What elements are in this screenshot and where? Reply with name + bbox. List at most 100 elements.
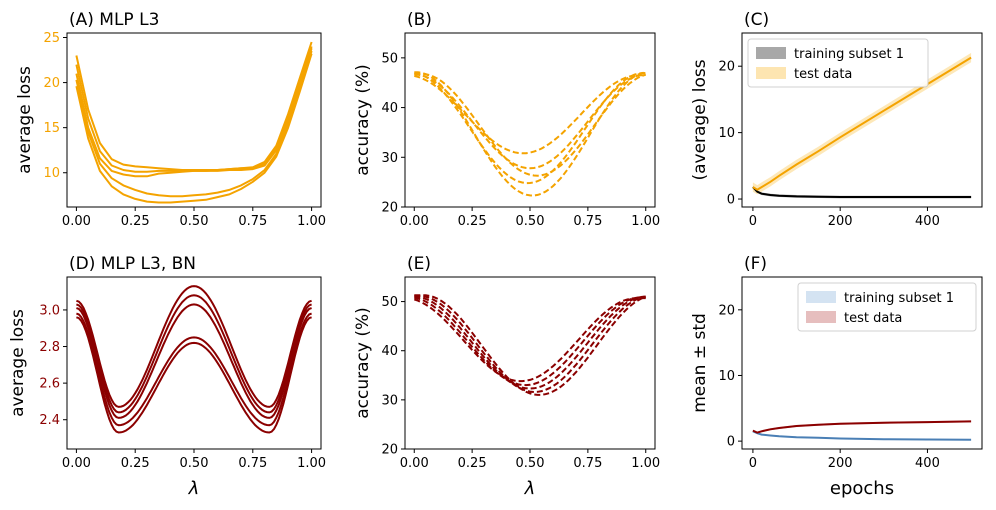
y-tick-label: 40	[381, 101, 398, 116]
x-tick-label: 0.75	[238, 456, 267, 471]
x-tick-label: 1.00	[297, 214, 326, 229]
x-tick-label: 0	[749, 214, 757, 229]
panel-title: (C)	[744, 10, 769, 30]
x-tick-label: 0.75	[573, 214, 602, 229]
y-tick-label: 0	[727, 193, 735, 208]
y-tick-label: 10	[43, 166, 60, 181]
legend-swatch	[806, 291, 836, 303]
y-tick-label: 15	[43, 121, 60, 136]
y-tick-label: 40	[381, 344, 398, 359]
axes-frame	[741, 276, 983, 450]
y-axis-label: accuracy (%)	[353, 64, 373, 176]
y-tick-label: 30	[381, 393, 398, 408]
series-line-4	[414, 72, 646, 185]
x-tick-label: 200	[828, 456, 853, 471]
y-tick-label: 20	[381, 201, 398, 216]
series-line-5	[75, 53, 313, 204]
series-line-1	[752, 430, 972, 441]
axes-frame	[66, 32, 322, 208]
series-line-5	[414, 71, 646, 197]
panel-title: (B)	[407, 10, 432, 30]
x-tick-label: 1.00	[631, 214, 660, 229]
x-tick-label: 0.00	[400, 456, 429, 471]
x-tick-label: 0.50	[516, 456, 545, 471]
y-axis-label: average loss	[8, 309, 28, 417]
x-tick-label: 0.75	[238, 214, 267, 229]
panel-title: (E)	[407, 254, 431, 274]
panel-title: (A) MLP L3	[69, 10, 159, 30]
plot-area	[413, 294, 647, 396]
y-tick-label: 50	[381, 295, 398, 310]
plot-area	[75, 41, 313, 204]
series-line-1	[413, 297, 646, 383]
axes-frame	[741, 32, 983, 208]
legend-swatch	[756, 67, 786, 79]
x-axis-label: λ	[524, 478, 536, 499]
y-axis-label: accuracy (%)	[353, 307, 373, 419]
y-axis-label: (average) loss	[690, 59, 710, 180]
series-line-4	[75, 50, 313, 198]
legend-box	[747, 38, 929, 88]
x-tick-label: 0.00	[400, 214, 429, 229]
panel-a: 0.00 0.25 0.50 0.75 1.00 10 15 20 25 (A) MLP L3 av…	[15, 10, 326, 229]
series-line-3	[75, 48, 313, 178]
series-line-5	[414, 294, 647, 396]
x-axis-label: λ	[188, 478, 200, 499]
panel-b: 0.00 0.25 0.50 0.75 1.00 20 30 40 50 (B) accuracy …	[353, 10, 660, 229]
plot-area	[414, 71, 647, 197]
x-tick-label: 1.00	[297, 456, 326, 471]
x-tick-label: 200	[828, 214, 853, 229]
series-line-3	[414, 72, 647, 177]
panel-e: 0.00 0.25 0.50 0.75 1.00 20 30 40 50 (E) accuracy …	[353, 254, 660, 499]
legend-box	[797, 282, 977, 332]
y-tick-label: 25	[43, 31, 60, 46]
y-tick-label: 3.0	[39, 303, 60, 318]
series-line-1	[76, 285, 312, 408]
x-tick-label: 0.75	[573, 456, 602, 471]
series-line-2	[414, 296, 646, 387]
series-line-3	[76, 303, 312, 419]
x-tick-label: 400	[915, 214, 940, 229]
panel-title: (F)	[744, 254, 767, 274]
x-tick-label: 0.50	[516, 214, 545, 229]
panel-f: 0 200 400 0 10 20 (F) mean ± std epochs training …	[690, 254, 983, 499]
panel-title: (D) MLP L3, BN	[69, 254, 196, 274]
legend: training subset 1 test data	[797, 282, 977, 332]
x-tick-label: 0.25	[458, 456, 487, 471]
y-tick-label: 10	[718, 369, 735, 384]
y-tick-label: 20	[381, 443, 398, 458]
panel-d: 0.00 0.25 0.50 0.75 1.00 2.4 2.6 2.8 3.0 (D) MLP …	[8, 254, 326, 499]
y-tick-label: 50	[381, 51, 398, 66]
y-tick-label: 0	[727, 435, 735, 450]
x-tick-label: 0.00	[62, 456, 91, 471]
y-tick-label: 30	[381, 151, 398, 166]
series-line-2	[414, 73, 646, 170]
x-tick-label: 0.25	[458, 214, 487, 229]
plot-area	[76, 285, 312, 434]
x-tick-label: 0.00	[62, 214, 91, 229]
y-tick-label: 2.8	[39, 340, 60, 355]
series-line-2	[752, 56, 972, 191]
y-axis-label: mean ± std	[690, 313, 710, 413]
series-line-4	[76, 312, 312, 427]
legend-swatch	[806, 311, 836, 323]
x-axis-label: epochs	[830, 478, 894, 499]
y-tick-label: 20	[718, 303, 735, 318]
legend: training subset 1 test data	[747, 38, 929, 88]
panel-c: 0 200 400 0 10 20 (C) (average) loss training su…	[690, 10, 983, 229]
legend-swatch	[756, 47, 786, 59]
y-tick-label: 2.4	[39, 413, 60, 428]
legend-label: test data	[844, 311, 902, 326]
x-tick-label: 0.50	[180, 456, 209, 471]
x-tick-label: 0.25	[121, 456, 150, 471]
x-tick-label: 1.00	[631, 456, 660, 471]
x-tick-label: 400	[915, 456, 940, 471]
series-line-4	[414, 294, 646, 394]
series-line-1	[752, 186, 972, 198]
x-tick-label: 0.25	[121, 214, 150, 229]
y-tick-label: 20	[43, 76, 60, 91]
y-tick-label: 2.6	[39, 377, 60, 392]
y-tick-label: 20	[718, 60, 735, 75]
series-line-2	[76, 294, 312, 414]
legend-label: training subset 1	[844, 291, 954, 306]
